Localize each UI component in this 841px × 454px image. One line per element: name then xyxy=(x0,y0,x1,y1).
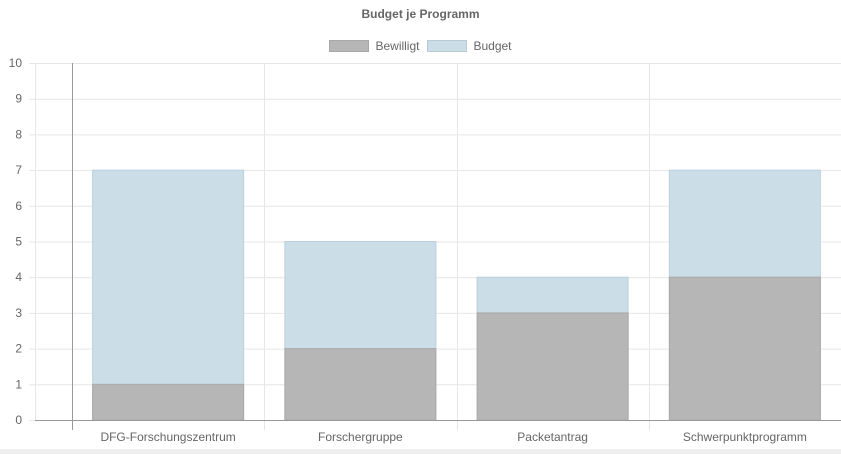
bar-bewilligt-2 xyxy=(476,312,629,421)
legend: Bewilligt Budget xyxy=(0,39,841,53)
y-tick-label: 1 xyxy=(15,377,22,391)
bar-bewilligt-0 xyxy=(92,383,245,421)
bar-budget-0 xyxy=(92,169,245,421)
y-tick-label: 0 xyxy=(15,413,22,427)
y-tick-label: 4 xyxy=(15,270,22,284)
y-tick-label: 9 xyxy=(15,92,22,106)
legend-swatch-bewilligt xyxy=(329,40,370,52)
legend-swatch-budget xyxy=(427,40,468,52)
y-tick-label: 10 xyxy=(9,56,23,70)
y-tick-label: 6 xyxy=(15,199,22,213)
x-tick-label: Packetantrag xyxy=(517,430,588,444)
y-tick-label: 3 xyxy=(15,306,22,320)
y-tick-label: 7 xyxy=(15,163,22,177)
x-tick-label: Schwerpunktprogramm xyxy=(683,430,807,444)
bottom-strip xyxy=(0,449,841,454)
y-tick-label: 5 xyxy=(15,235,22,249)
x-tick-label: DFG-Forschungszentrum xyxy=(100,430,235,444)
legend-label-budget: Budget xyxy=(473,39,512,53)
y-tick-label: 8 xyxy=(15,127,22,141)
chart-title: Budget je Programm xyxy=(361,7,480,21)
x-tick-label: Forschergruppe xyxy=(318,430,403,444)
legend-item-budget[interactable]: Budget xyxy=(427,39,512,53)
legend-label-bewilligt: Bewilligt xyxy=(375,39,420,53)
bar-bewilligt-1 xyxy=(284,348,437,421)
bar-bewilligt-3 xyxy=(668,276,821,421)
y-tick-label: 2 xyxy=(15,342,22,356)
legend-item-bewilligt[interactable]: Bewilligt xyxy=(329,39,419,53)
